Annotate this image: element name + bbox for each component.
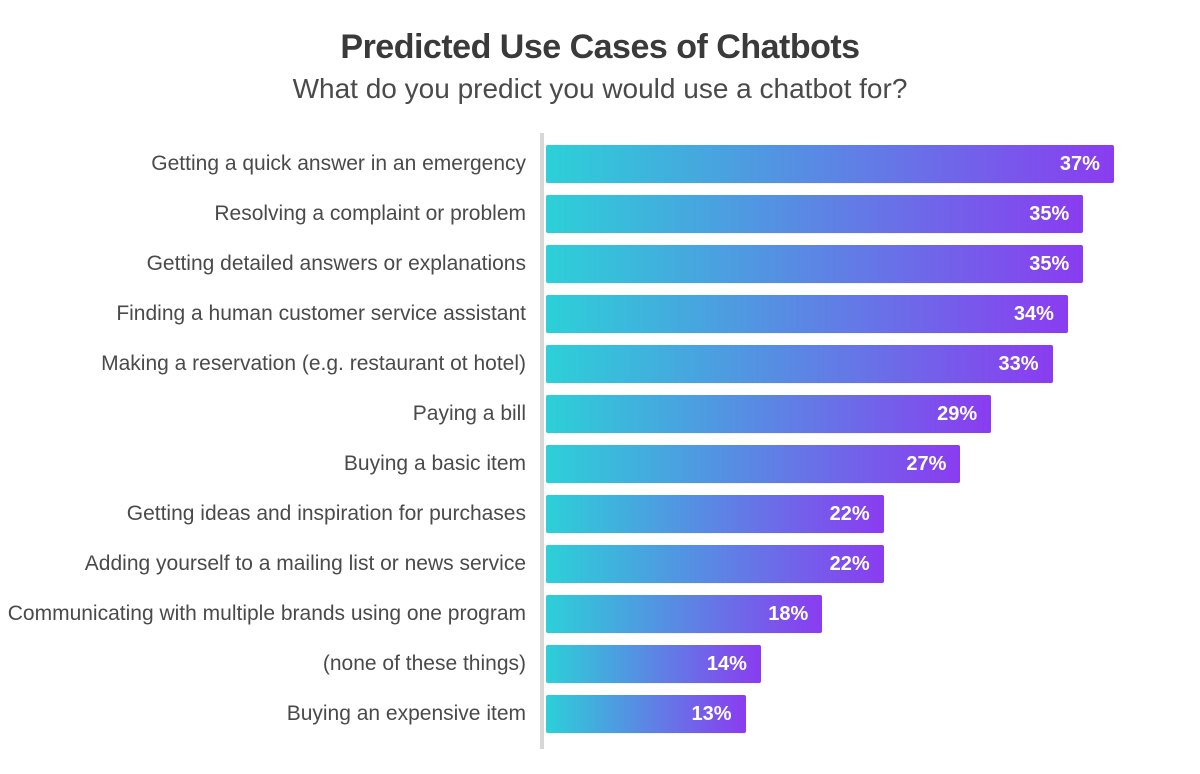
bar-chart: Getting a quick answer in an emergencyRe… bbox=[40, 139, 1160, 739]
bar: 22% bbox=[546, 495, 884, 533]
bar: 34% bbox=[546, 295, 1068, 333]
bar-track: 22% bbox=[540, 489, 1160, 539]
bar-track: 18% bbox=[540, 589, 1160, 639]
bar-label: Adding yourself to a mailing list or new… bbox=[85, 539, 540, 589]
bar-value: 18% bbox=[768, 603, 808, 626]
bar: 35% bbox=[546, 245, 1083, 283]
bar-value: 14% bbox=[707, 653, 747, 676]
bar-value: 22% bbox=[830, 503, 870, 526]
bar-label: Getting ideas and inspiration for purcha… bbox=[127, 489, 540, 539]
bar-label: Paying a bill bbox=[413, 389, 540, 439]
bar-value: 34% bbox=[1014, 303, 1054, 326]
bar-label: Buying an expensive item bbox=[287, 689, 540, 739]
bar: 14% bbox=[546, 645, 761, 683]
bar-label: (none of these things) bbox=[323, 639, 540, 689]
bar-track: 13% bbox=[540, 689, 1160, 739]
bar-label: Making a reservation (e.g. restaurant ot… bbox=[101, 339, 540, 389]
bar: 29% bbox=[546, 395, 991, 433]
bar-track: 22% bbox=[540, 539, 1160, 589]
bar-value: 29% bbox=[937, 403, 977, 426]
bar: 13% bbox=[546, 695, 746, 733]
chart-subtitle: What do you predict you would use a chat… bbox=[40, 73, 1160, 105]
bar-track: 34% bbox=[540, 289, 1160, 339]
bar-value: 13% bbox=[692, 703, 732, 726]
bar-track: 33% bbox=[540, 339, 1160, 389]
bar: 35% bbox=[546, 195, 1083, 233]
bar-label: Finding a human customer service assista… bbox=[116, 289, 540, 339]
bar: 33% bbox=[546, 345, 1053, 383]
bar-label: Resolving a complaint or problem bbox=[214, 189, 540, 239]
bars-column: 37% 35% 35% 34% 33% 29% 27% 22% 22% 18% 14% 13% bbox=[540, 139, 1160, 739]
bar: 18% bbox=[546, 595, 822, 633]
bar-track: 35% bbox=[540, 239, 1160, 289]
bar-label: Getting a quick answer in an emergency bbox=[151, 139, 540, 189]
bar-track: 29% bbox=[540, 389, 1160, 439]
bar-value: 35% bbox=[1029, 203, 1069, 226]
bar: 22% bbox=[546, 545, 884, 583]
labels-column: Getting a quick answer in an emergencyRe… bbox=[40, 139, 540, 739]
bar-value: 22% bbox=[830, 553, 870, 576]
bar-value: 27% bbox=[906, 453, 946, 476]
bar-track: 14% bbox=[540, 639, 1160, 689]
bar: 37% bbox=[546, 145, 1114, 183]
bar-value: 33% bbox=[999, 353, 1039, 376]
bar-label: Communicating with multiple brands using… bbox=[8, 589, 540, 639]
bar-label: Getting detailed answers or explanations bbox=[147, 239, 540, 289]
bar-label: Buying a basic item bbox=[344, 439, 540, 489]
bar-track: 27% bbox=[540, 439, 1160, 489]
chart-title: Predicted Use Cases of Chatbots bbox=[40, 28, 1160, 67]
bar-track: 35% bbox=[540, 189, 1160, 239]
bar: 27% bbox=[546, 445, 960, 483]
bar-value: 35% bbox=[1029, 253, 1069, 276]
bar-track: 37% bbox=[540, 139, 1160, 189]
bar-value: 37% bbox=[1060, 153, 1100, 176]
